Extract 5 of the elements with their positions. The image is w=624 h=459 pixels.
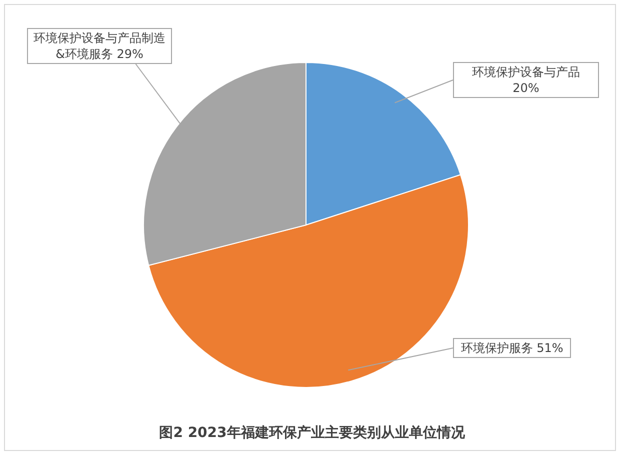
slice-label: 环境保护服务 51% <box>453 338 571 358</box>
slice-label: 环境保护设备与产品 <box>472 65 580 79</box>
slice-label: 环境保护设备与产品制造&环境服务 29% <box>27 28 172 64</box>
data-label: 20% <box>512 81 540 95</box>
text: 图2 2023年福建环保产业主要类别从业单位情况 <box>158 424 466 442</box>
